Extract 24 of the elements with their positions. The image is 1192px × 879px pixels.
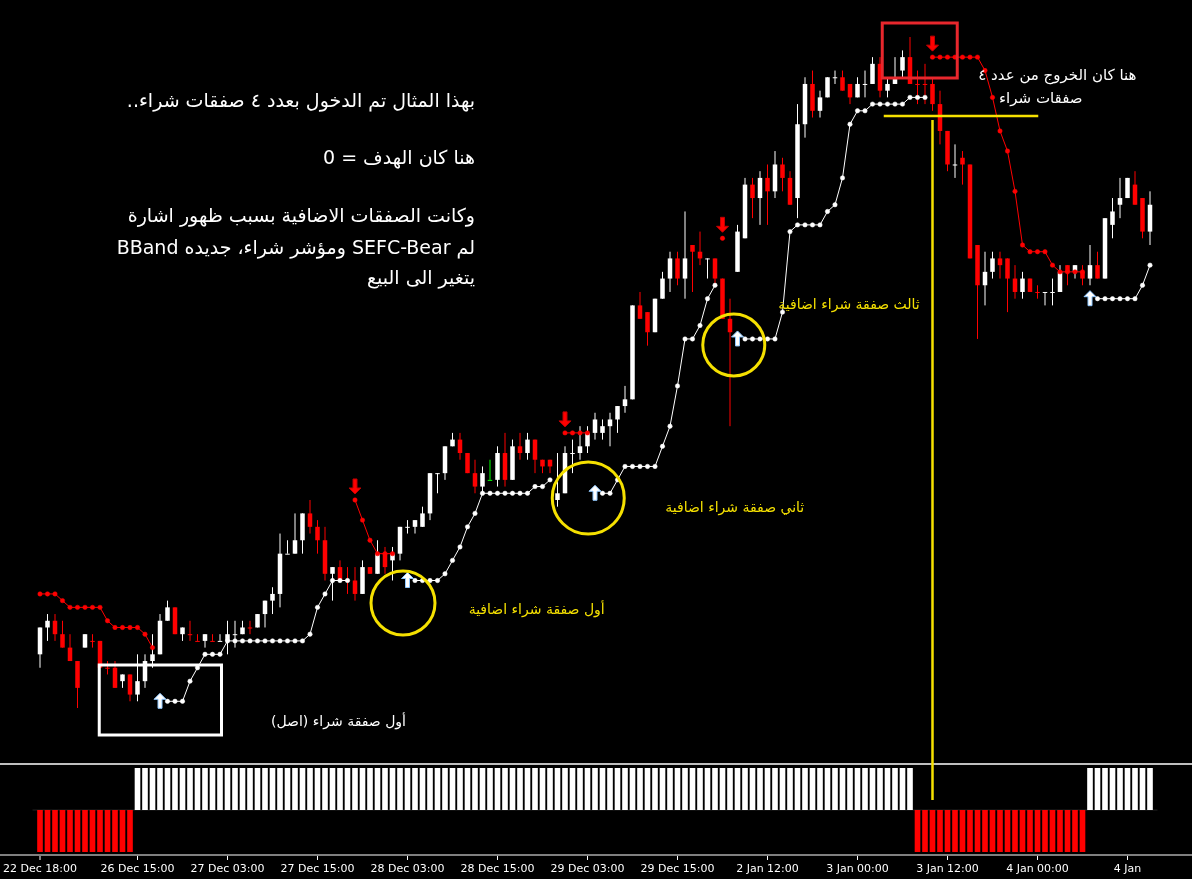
annotation: أول صفقة شراء اضافية: [468, 600, 605, 618]
x-tick-label: 28 Dec 03:00: [370, 862, 445, 875]
annotation: بهذا المثال تم الدخول بعدد ٤ صفقات شراء..: [126, 89, 475, 112]
annotation: ثاني صفقة شراء اضافية: [665, 499, 805, 516]
text: أول صفقة شراء (اصل): [271, 712, 407, 730]
annotation: صفقات شراء: [999, 89, 1083, 107]
x-tick-label: 4 Jan: [1113, 862, 1142, 875]
x-tick-label: 27 Dec 15:00: [280, 862, 355, 875]
x-tick-label: 22 Dec 18:00: [3, 862, 77, 875]
x-tick-label: 28 Dec 15:00: [460, 862, 535, 875]
x-tick-label: 2 Jan 12:00: [736, 862, 799, 875]
x-tick-label: 27 Dec 03:00: [190, 862, 265, 875]
annotation: وكانت الصفقات الاضافية بسبب ظهور اشارة: [127, 204, 475, 227]
x-tick-label: 4 Jan 00:00: [1006, 862, 1069, 875]
annotation: هنا كان الهدف = 0: [323, 146, 475, 169]
annotation: يتغير الى البيع: [366, 266, 475, 289]
x-tick-label: 26 Dec 15:00: [100, 862, 175, 875]
x-tick-label: 3 Jan 00:00: [826, 862, 889, 875]
x-tick-label: 29 Dec 15:00: [640, 862, 715, 875]
x-tick-label: 3 Jan 12:00: [916, 862, 979, 875]
annotation: لم SEFC-Bear ومؤشر شراء، جديده BBand: [116, 236, 475, 259]
annotation: هنا كان الخروج من عدد ٤: [978, 66, 1137, 85]
annotation: ثالث صفقة شراء اضافية: [778, 296, 920, 313]
x-tick-label: 29 Dec 03:00: [550, 862, 625, 875]
